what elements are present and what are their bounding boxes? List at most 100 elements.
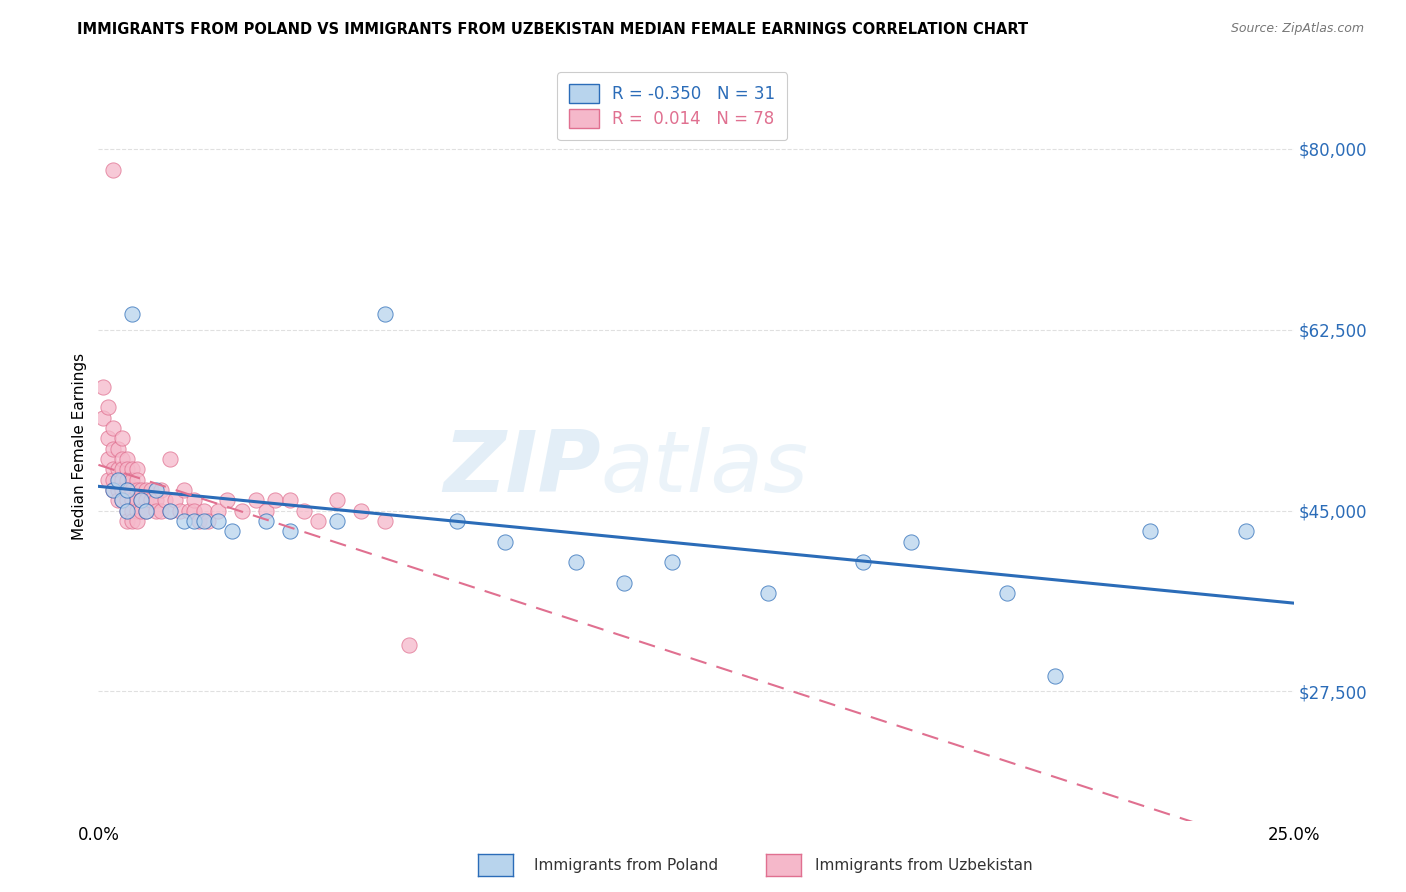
Point [139, 493, 162, 508]
Point [135, 503, 157, 517]
Point [131, 483, 153, 497]
Point [111, 493, 134, 508]
Point [121, 462, 143, 476]
Point [900, 534, 922, 549]
Point [101, 421, 124, 435]
Y-axis label: Median Female Earnings: Median Female Earnings [72, 352, 87, 540]
Point [91, 379, 114, 393]
Point [107, 442, 129, 456]
Point [254, 514, 277, 528]
Point [111, 493, 134, 508]
Point [107, 462, 129, 476]
Point [613, 576, 636, 591]
Point [169, 503, 191, 517]
Point [187, 514, 209, 528]
Point [125, 483, 148, 497]
Point [107, 473, 129, 487]
Point [115, 483, 138, 497]
Point [111, 473, 134, 487]
Point [115, 451, 138, 466]
Point [278, 493, 301, 508]
Point [125, 514, 148, 528]
Point [111, 431, 134, 445]
Point [107, 493, 129, 508]
Text: IMMIGRANTS FROM POLAND VS IMMIGRANTS FROM UZBEKISTAN MEDIAN FEMALE EARNINGS CORR: IMMIGRANTS FROM POLAND VS IMMIGRANTS FRO… [77, 22, 1028, 37]
Point [107, 483, 129, 497]
Point [183, 514, 205, 528]
Point [1139, 524, 1161, 539]
Point [254, 503, 277, 517]
Text: Immigrants from Uzbekistan: Immigrants from Uzbekistan [815, 858, 1033, 872]
Point [125, 462, 148, 476]
Point [135, 493, 157, 508]
Point [446, 514, 468, 528]
Point [326, 514, 349, 528]
Point [111, 451, 134, 466]
Point [145, 503, 167, 517]
Point [565, 555, 588, 569]
Point [135, 503, 157, 517]
Point [278, 524, 301, 539]
Point [217, 493, 239, 508]
Point [661, 555, 683, 569]
Point [1234, 524, 1257, 539]
Point [115, 483, 138, 497]
Point [121, 473, 143, 487]
Point [183, 503, 205, 517]
Point [97, 451, 120, 466]
Point [149, 483, 172, 497]
Point [494, 534, 516, 549]
Point [207, 514, 229, 528]
Point [125, 493, 148, 508]
Point [145, 493, 167, 508]
Point [121, 514, 143, 528]
Point [115, 503, 138, 517]
Point [307, 514, 329, 528]
Point [97, 431, 120, 445]
Point [115, 503, 138, 517]
Point [852, 555, 875, 569]
Point [145, 483, 167, 497]
Point [125, 473, 148, 487]
Point [131, 493, 153, 508]
Point [111, 483, 134, 497]
Point [115, 514, 138, 528]
Point [101, 162, 124, 177]
Text: Immigrants from Poland: Immigrants from Poland [534, 858, 718, 872]
Point [101, 442, 124, 456]
Point [121, 493, 143, 508]
Point [1043, 669, 1066, 683]
Point [149, 503, 172, 517]
Point [121, 503, 143, 517]
Point [193, 514, 215, 528]
Point [115, 493, 138, 508]
Point [131, 493, 153, 508]
Point [121, 483, 143, 497]
Point [97, 401, 120, 415]
Point [197, 514, 219, 528]
Point [163, 493, 186, 508]
Text: ZIP: ZIP [443, 427, 600, 510]
Point [173, 483, 195, 497]
Point [193, 503, 215, 517]
Point [121, 307, 143, 321]
Point [292, 503, 315, 517]
Point [91, 410, 114, 425]
Point [326, 493, 349, 508]
Point [374, 307, 396, 321]
Point [101, 483, 124, 497]
Point [155, 493, 177, 508]
Point [264, 493, 287, 508]
Text: Source: ZipAtlas.com: Source: ZipAtlas.com [1230, 22, 1364, 36]
Point [398, 638, 420, 652]
Point [135, 483, 157, 497]
Point [374, 514, 396, 528]
Point [101, 483, 124, 497]
Point [179, 503, 201, 517]
Point [350, 503, 373, 517]
Point [245, 493, 267, 508]
Point [115, 473, 138, 487]
Point [131, 503, 153, 517]
Point [183, 493, 205, 508]
Text: atlas: atlas [600, 427, 808, 510]
